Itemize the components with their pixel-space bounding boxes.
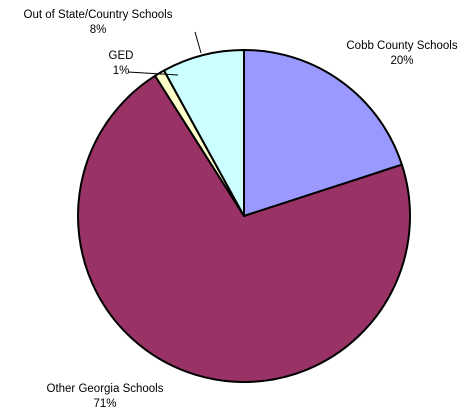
slice-label-percent: 8% — [90, 24, 107, 36]
pie-slice-cobb-county-schools — [243, 49, 403, 217]
slice-label-name: Out of State/Country Schools — [24, 9, 173, 21]
pie-slice-other-georgia-schools — [77, 74, 411, 383]
pie-slices — [77, 49, 411, 383]
leader-lines — [127, 31, 202, 76]
slice-label-percent: 20% — [390, 55, 413, 67]
slice-label-ged: GED 1% — [109, 50, 134, 77]
slice-label-out-of-state-country-schools: Out of State/Country Schools 8% — [24, 9, 173, 36]
slice-label-name: Cobb County Schools — [346, 40, 457, 52]
pie-slice-out-of-state-country-schools — [163, 49, 245, 217]
slice-label-name: GED — [109, 50, 134, 62]
slice-label-percent: 1% — [113, 65, 130, 77]
slice-label-cobb-county-schools: Cobb County Schools 20% — [346, 40, 457, 67]
slice-label-other-georgia-schools: Other Georgia Schools 71% — [47, 383, 164, 410]
slice-labels: Cobb County Schools 20% Other Georgia Scho… — [24, 9, 458, 410]
slice-label-percent: 71% — [93, 398, 116, 410]
slice-label-name: Other Georgia Schools — [47, 383, 164, 395]
leader-line-ged — [127, 71, 179, 76]
leader-line-out-of-state-country-schools — [194, 31, 202, 54]
